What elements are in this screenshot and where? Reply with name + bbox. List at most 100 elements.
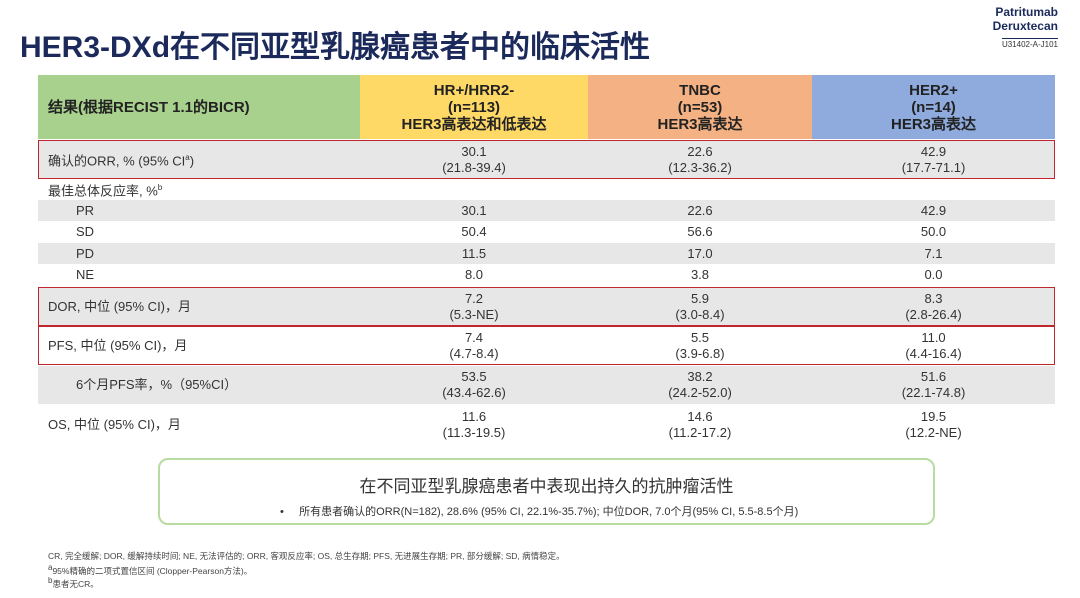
- ci: (12.3-36.2): [668, 159, 732, 175]
- header-line: (n=14): [911, 98, 956, 116]
- value-cell: 7.2 (5.3-NE): [360, 288, 588, 325]
- row-label: PFS, 中位 (95% CI)，月: [38, 327, 360, 364]
- value-cell: 56.6: [588, 221, 812, 243]
- brand-line: Patritumab: [995, 5, 1058, 19]
- header-line: HER3高表达和低表达: [401, 115, 547, 133]
- ci: (4.7-8.4): [449, 345, 499, 361]
- ci: (12.2-NE): [905, 424, 962, 440]
- label: ): [189, 153, 195, 169]
- value: 51.6: [920, 369, 947, 384]
- value-cell: 19.5 (12.2-NE): [812, 406, 1055, 443]
- value-cell: 3.8: [588, 264, 812, 286]
- row-label: 6个月PFS率，%（95%CI）: [38, 366, 360, 404]
- value: 56.6: [687, 224, 713, 239]
- footnote-mark: a: [48, 563, 53, 572]
- value: 22.6: [687, 202, 713, 218]
- ci: (11.2-17.2): [668, 424, 732, 440]
- value: 14.6: [687, 408, 713, 424]
- value: 42.9: [920, 202, 947, 218]
- label: PFS, 中位 (95% CI)，月: [48, 337, 188, 353]
- value: 38.2: [687, 369, 713, 384]
- label: 确认的ORR, % (95% CI: [48, 153, 186, 169]
- value-cell: 30.1 (21.8-39.4): [360, 141, 588, 178]
- row-label: 最佳总体反应率, %b: [38, 179, 360, 200]
- footnote: a95%精确的二项式置信区间 (Clopper-Pearson方法)。: [48, 563, 252, 577]
- footnote-text: 患者无CR。: [52, 578, 99, 589]
- value: 5.5: [690, 329, 710, 345]
- value-cell: 30.1: [360, 200, 588, 221]
- header-line: (n=113): [447, 98, 501, 116]
- bullet-text: 所有患者确认的ORR(N=182), 28.6% (95% CI, 22.1%-…: [299, 506, 799, 518]
- label-text: NE: [76, 267, 94, 283]
- value-cell: 14.6 (11.2-17.2): [588, 406, 812, 443]
- callout-title: 在不同亚型乳腺癌患者中表现出持久的抗肿瘤活性: [359, 477, 734, 496]
- label-text: 6个月PFS率，%（95%CI）: [76, 377, 237, 393]
- slide-title: HER3-DXd在不同亚型乳腺癌患者中的临床活性: [20, 31, 651, 64]
- row-band: [38, 200, 1055, 221]
- value-cell: 8.0: [360, 264, 588, 286]
- row-label: 确认的ORR, % (95% CIa): [38, 141, 360, 178]
- value: 50.0: [920, 224, 947, 239]
- ci: (4.4-16.4): [905, 345, 962, 361]
- row-band: [38, 141, 1055, 178]
- label: OS, 中位 (95% CI)，月: [48, 416, 181, 432]
- value: 42.9: [920, 143, 947, 159]
- label: SD: [76, 224, 95, 239]
- value-cell: 8.3 (2.8-26.4): [812, 288, 1055, 325]
- row-label: PR: [38, 200, 360, 221]
- value: 11.6: [461, 408, 487, 424]
- ci: (5.3-NE): [449, 306, 499, 322]
- label: 6个月PFS率，%（95%CI）: [76, 377, 238, 392]
- value: 7.2: [464, 290, 484, 306]
- value: 7.1: [924, 245, 943, 261]
- value: 8.0: [464, 267, 484, 282]
- value: 22.6: [687, 143, 713, 159]
- value: 53.5: [461, 369, 487, 384]
- label-text: DOR, 中位 (95% CI)，月: [48, 299, 191, 315]
- ci: (11.3-19.5): [442, 424, 506, 440]
- ci: (3.0-8.4): [675, 306, 725, 322]
- row-label: NE: [38, 264, 360, 286]
- value-cell: 17.0: [588, 243, 812, 264]
- value-cell: 11.5: [360, 243, 588, 264]
- value: 30.1: [461, 202, 487, 218]
- label: PR: [76, 202, 95, 218]
- value: 7.4: [464, 329, 484, 345]
- value: 50.4: [461, 224, 487, 239]
- value-cell: 50.4: [360, 221, 588, 243]
- header-cell: HR+/HRR2- (n=113) HER3高表达和低表达: [360, 75, 588, 139]
- label-text: PR: [76, 203, 94, 219]
- label: 最佳总体反应率, %: [48, 183, 158, 199]
- value: 8.3: [924, 290, 943, 306]
- row-label: SD: [38, 221, 360, 243]
- callout: 在不同亚型乳腺癌患者中表现出持久的抗肿瘤活性 • 所有患者确认的ORR(N=18…: [158, 458, 935, 525]
- value-cell: 38.2 (24.2-52.0): [588, 366, 812, 404]
- value-cell: 50.0: [812, 221, 1055, 243]
- ci: (17.7-71.1): [901, 159, 966, 175]
- value: 11.0: [921, 329, 946, 345]
- value-cell: 22.6: [588, 200, 812, 221]
- header-cell: 结果(根据RECIST 1.1的BICR): [38, 75, 360, 139]
- value: 3.8: [690, 267, 710, 282]
- label-text: OS, 中位 (95% CI)，月: [48, 417, 181, 433]
- value-cell: 42.9: [812, 200, 1055, 221]
- value-cell: 51.6 (22.1-74.8): [812, 366, 1055, 404]
- value: 5.9: [690, 290, 710, 306]
- label-text: PD: [76, 246, 94, 262]
- header-cell: HER2+ (n=14) HER3高表达: [812, 75, 1055, 139]
- header-line: HER2+: [909, 81, 958, 99]
- ci: (43.4-62.6): [442, 385, 506, 400]
- value-cell: 0.0: [812, 264, 1055, 286]
- highlight-box: [38, 326, 1055, 365]
- value-cell: 7.4 (4.7-8.4): [360, 327, 588, 364]
- label-text: PFS, 中位 (95% CI)，月: [48, 338, 187, 354]
- header-line: 结果(根据RECIST 1.1的BICR): [48, 98, 250, 116]
- footnote-mark: b: [48, 576, 53, 585]
- ci: (21.8-39.4): [442, 159, 506, 175]
- label-text: 确认的ORR, % (95% CIa): [48, 150, 194, 169]
- brand: Patritumab Deruxtecan: [993, 5, 1058, 33]
- row-label: OS, 中位 (95% CI)，月: [38, 406, 360, 443]
- value: 19.5: [920, 408, 947, 424]
